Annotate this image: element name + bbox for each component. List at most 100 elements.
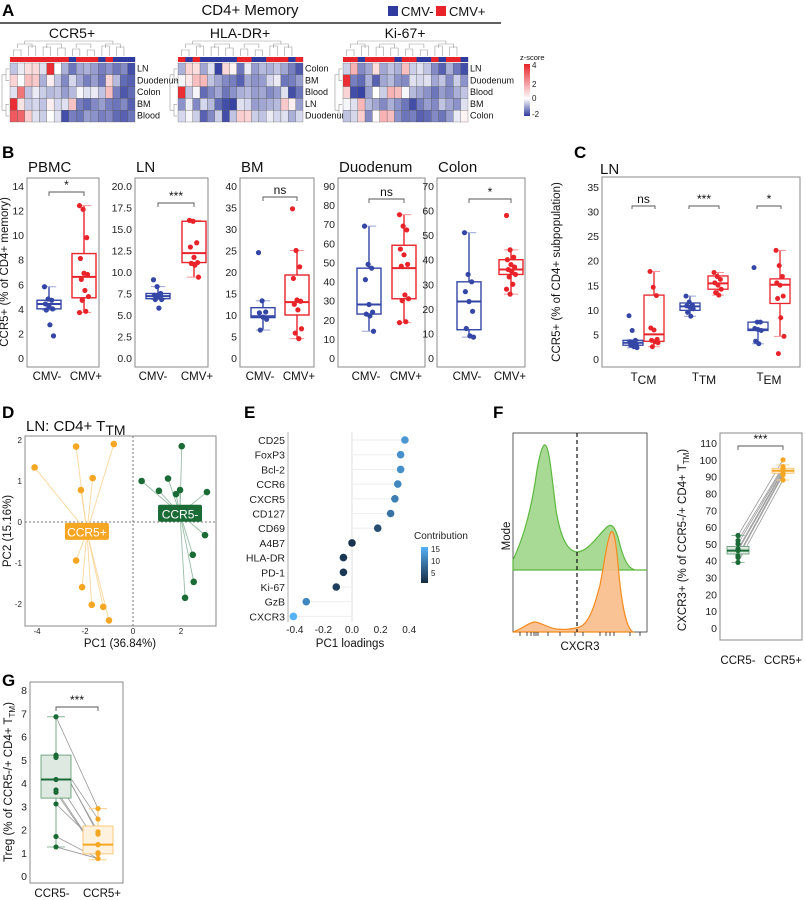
y-tick-label: 30 [225, 224, 237, 236]
cmv-annotation-cell [222, 57, 230, 62]
heatmap-cell [445, 86, 454, 99]
dendrogram-branch [214, 43, 230, 48]
data-point [85, 271, 91, 278]
y-tick-label: 4 [18, 304, 24, 316]
heatmap-cell [68, 110, 77, 123]
cmv-annotation-cell [431, 57, 439, 62]
heatmap-cell [90, 86, 99, 99]
y-tick-label: 15 [225, 289, 237, 301]
data-point [402, 292, 408, 298]
plot-frame [337, 177, 426, 368]
y-tick-label: 40 [422, 255, 434, 267]
box-group [498, 212, 524, 297]
data-point [399, 298, 405, 304]
heatmap-cell [9, 110, 18, 123]
panel-d: LN: CD4+ TTM PC1 (36.84%) PC2 (15.16%) -… [2, 418, 217, 650]
heatmap-cell [90, 98, 99, 111]
data-point [110, 440, 118, 448]
y-tick-label: 20 [705, 589, 717, 601]
data-point [365, 261, 371, 267]
heatmap-cell [460, 98, 469, 111]
data-point [629, 327, 635, 333]
heatmap-cell [207, 62, 215, 75]
dendrogram-branch [86, 49, 95, 56]
heatmap-cell [460, 62, 469, 75]
data-point [779, 273, 785, 279]
paired-line [55, 846, 99, 859]
significance-bracket [631, 205, 656, 209]
heatmap-cell [192, 110, 201, 123]
heatmap-cell [207, 74, 215, 87]
panel-g-y-axis-title: Treg (% of CCR5-/+ CD4+ TTM) [3, 702, 17, 862]
dendrogram-branch [357, 40, 447, 44]
heatmap-cell [17, 98, 25, 111]
x-tick-label: -0.2 [315, 625, 333, 636]
plot-frame [29, 681, 124, 884]
y-tick-label: 2 [21, 825, 27, 837]
heatmap-cell [53, 86, 62, 99]
heatmap-cell [423, 62, 432, 75]
contribution-legend-title: Contribution [414, 531, 468, 542]
y-tick-label: 50 [705, 539, 717, 551]
data-point [503, 212, 510, 219]
y-tick-label: 1 [18, 477, 23, 486]
heatmap-cell [453, 74, 461, 87]
x-tick-label: CCR5- [720, 655, 755, 667]
heatmap-cell [185, 98, 193, 111]
cmv-annotation-cell [32, 57, 40, 62]
y-tick-label: 7.5 [117, 289, 132, 301]
heatmap-cell [409, 110, 417, 123]
data-point [398, 263, 404, 269]
y-tick-label: 0 [18, 518, 23, 527]
data-point [511, 254, 517, 260]
data-point [89, 474, 96, 482]
lollipop-point [348, 539, 356, 547]
data-point [773, 247, 779, 253]
pca-group-ccr5-neg: CCR5- [138, 442, 211, 602]
heatmap-cell [53, 110, 62, 123]
data-point [775, 296, 781, 302]
heatmap-cell [221, 98, 230, 111]
box [356, 267, 382, 315]
data-point [298, 298, 304, 304]
y-tick-label: 40 [225, 181, 237, 193]
panel-letter-b: B [2, 143, 14, 162]
heatmap-cell [177, 62, 186, 75]
box [391, 244, 417, 300]
heatmap-cell [98, 110, 106, 123]
heatmap-cell [185, 86, 193, 99]
panel-b-pbmc: PBMC 0 2 4 6 8 10 12 14 CMV- CMV+ * [12, 159, 102, 383]
heatmap-cell [236, 74, 245, 87]
heatmap-cell [266, 110, 274, 123]
panel-c-y-axis-title: CCR5+ (% of CD4+ subpopulation) [551, 182, 563, 362]
heatmap-cell [350, 74, 358, 87]
loading-row: CD69 [258, 523, 382, 535]
y-tick-label: 0 [428, 353, 434, 365]
y-tick-label: 3 [21, 801, 27, 813]
x-tick-label: CCR5+ [83, 888, 121, 900]
heatmap-cell [372, 62, 380, 75]
y-tick-label: 15 [587, 280, 599, 292]
boxplot: 0 5 10 15 20 25 30 35 40 CMV- CMV+ ns [225, 177, 315, 383]
legend-swatch-cmv-pos [436, 6, 446, 16]
panel-letter-g: G [2, 671, 15, 690]
plot-frame [436, 177, 526, 368]
data-point [95, 842, 101, 848]
marker-label: Ki-67 [260, 582, 285, 594]
y-tick-label: 14 [12, 181, 24, 193]
lollipop-point [393, 480, 402, 488]
x-tick-label: TCM [631, 372, 657, 387]
histogram-y-axis-title: Mode [501, 522, 513, 551]
dendrogram-branch [181, 49, 190, 56]
heatmap-cell [112, 74, 121, 87]
data-point [164, 475, 172, 482]
marker-label: CXCR3 [249, 611, 285, 623]
data-point [53, 776, 59, 783]
heatmap-row-label: LN [137, 64, 149, 74]
lollipop-point [391, 495, 399, 503]
y-tick-label: 10 [225, 310, 237, 322]
heatmap-cell [244, 62, 252, 75]
marker-label: Bcl-2 [261, 464, 285, 476]
row-dendrogram [1, 68, 9, 117]
heatmap-cell [199, 74, 208, 87]
